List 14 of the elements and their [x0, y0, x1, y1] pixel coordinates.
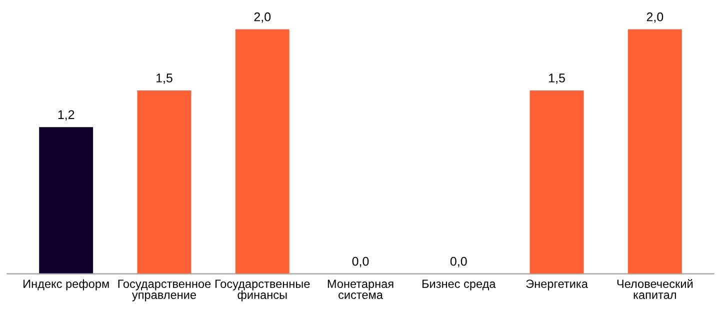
data-label: 1,5: [156, 74, 172, 84]
x-tick-label: Бизнес среда: [422, 280, 496, 290]
x-tick-label: Монетарная система: [328, 280, 394, 300]
x-tick-label: Человеческий капитал: [617, 279, 693, 300]
x-tick-label: Государственные финансы: [215, 280, 310, 302]
x-tick-label: Государственное управление: [118, 280, 211, 302]
x-tick-label: Энергетика: [526, 280, 588, 290]
data-label: 0,0: [450, 256, 467, 268]
x-tick-label: Индекс реформ: [24, 279, 109, 290]
data-label: 1,2: [58, 110, 74, 121]
data-label: 0,0: [352, 256, 369, 268]
data-label: 2,0: [254, 12, 271, 23]
data-label: 2,0: [646, 12, 664, 23]
data-label: 1,5: [549, 74, 565, 84]
